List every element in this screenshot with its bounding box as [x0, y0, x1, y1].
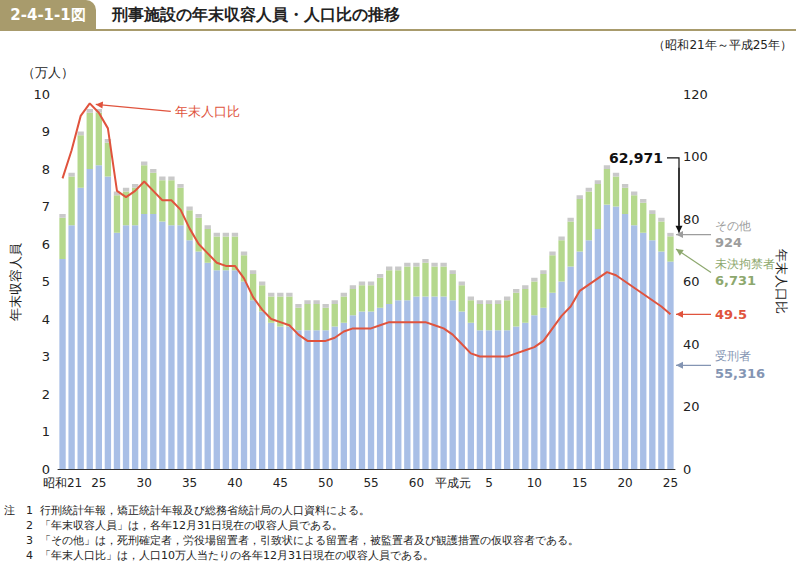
svg-text:62,971: 62,971 [609, 150, 663, 166]
svg-text:年末人口比: 年末人口比 [774, 249, 789, 314]
svg-text:30: 30 [137, 476, 152, 490]
svg-text:20: 20 [617, 476, 632, 490]
svg-text:25: 25 [663, 476, 678, 490]
svg-text:45: 45 [273, 476, 288, 490]
svg-text:10: 10 [33, 87, 50, 102]
svg-text:0: 0 [42, 462, 50, 477]
svg-text:年末人口比: 年末人口比 [175, 104, 240, 119]
svg-text:7: 7 [42, 199, 50, 214]
svg-text:6: 6 [42, 237, 50, 252]
svg-text:昭和21: 昭和21 [43, 476, 82, 490]
svg-text:20: 20 [683, 399, 700, 414]
html-text:4: 4 [26, 549, 33, 562]
svg-text:5: 5 [485, 476, 493, 490]
svg-text:9: 9 [42, 124, 50, 139]
html-text:3: 3 [26, 534, 33, 547]
svg-text:4: 4 [42, 312, 50, 327]
html-text:1: 1 [26, 504, 33, 517]
svg-text:5: 5 [42, 274, 50, 289]
svg-text:受刑者: 受刑者 [715, 349, 751, 363]
html-text:注: 注 [4, 504, 15, 517]
svg-text:40: 40 [683, 337, 700, 352]
html-text:刑事施設の年末収容人員・人口比の推移: 刑事施設の年末収容人員・人口比の推移 [112, 5, 400, 24]
svg-text:120: 120 [683, 87, 708, 102]
svg-text:（万人）: （万人） [22, 65, 74, 80]
svg-text:6,731: 6,731 [715, 273, 756, 288]
svg-text:15: 15 [572, 476, 587, 490]
svg-text:0: 0 [683, 462, 691, 477]
html-text:「年末収容人員」は，各年12月31日現在の収容人員である。: 「年末収容人員」は，各年12月31日現在の収容人員である。 [40, 519, 343, 532]
html-text:2-4-1-1図: 2-4-1-1図 [10, 6, 86, 24]
svg-text:924: 924 [715, 235, 742, 250]
svg-text:平成元: 平成元 [435, 476, 471, 490]
svg-text:100: 100 [683, 149, 708, 164]
svg-text:2: 2 [42, 387, 50, 402]
svg-text:10: 10 [527, 476, 542, 490]
html-text:「年末人口比」は，人口10万人当たりの各年12月31日現在の: 「年末人口比」は，人口10万人当たりの各年12月31日現在の収容人員である。 [40, 549, 434, 562]
svg-text:未決拘禁者: 未決拘禁者 [715, 257, 775, 271]
svg-text:35: 35 [182, 476, 197, 490]
html-text:行刑統計年報，矯正統計年報及び総務省統計局の人口資料による。: 行刑統計年報，矯正統計年報及び総務省統計局の人口資料による。 [40, 504, 370, 517]
svg-text:60: 60 [683, 274, 700, 289]
svg-text:55,316: 55,316 [715, 366, 765, 381]
svg-text:49.5: 49.5 [715, 307, 747, 322]
svg-text:40: 40 [227, 476, 242, 490]
svg-text:年末収容人員: 年末収容人員 [8, 243, 23, 321]
svg-text:その他: その他 [715, 219, 751, 233]
svg-text:50: 50 [318, 476, 333, 490]
svg-text:3: 3 [42, 349, 50, 364]
html-text:（昭和21年～平成25年）: （昭和21年～平成25年） [653, 38, 792, 52]
html-text:2: 2 [26, 519, 33, 532]
svg-text:1: 1 [42, 424, 50, 439]
svg-text:25: 25 [91, 476, 106, 490]
html-text:「その他」は，死刑確定者，労役場留置者，引致状による留置者，: 「その他」は，死刑確定者，労役場留置者，引致状による留置者，被監置者及び観護措置… [40, 534, 579, 547]
svg-text:8: 8 [42, 162, 50, 177]
svg-text:80: 80 [683, 212, 700, 227]
svg-text:55: 55 [363, 476, 378, 490]
svg-text:60: 60 [409, 476, 424, 490]
